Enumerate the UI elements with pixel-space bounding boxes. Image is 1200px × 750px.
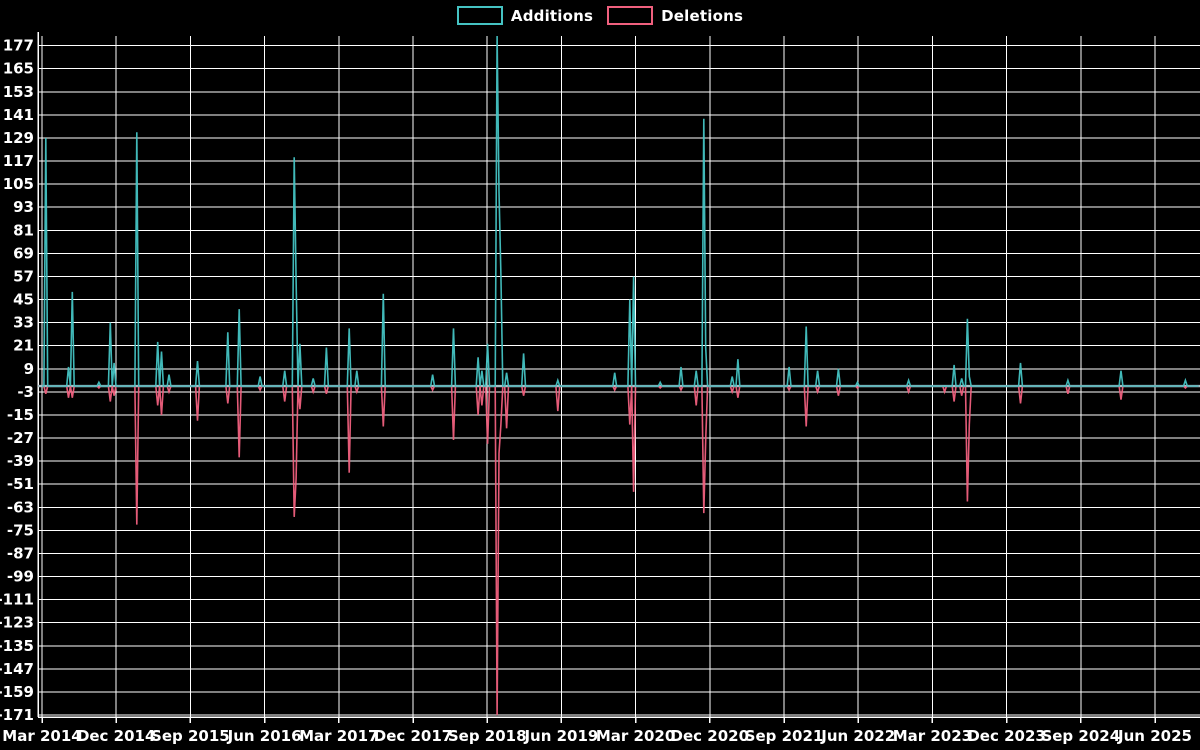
svg-text:165: 165 bbox=[3, 60, 34, 78]
svg-text:Jun 2022: Jun 2022 bbox=[820, 727, 895, 745]
svg-text:Mar 2014: Mar 2014 bbox=[2, 727, 81, 745]
svg-text:-159: -159 bbox=[0, 683, 34, 701]
axes bbox=[37, 32, 1200, 723]
svg-text:Jun 2019: Jun 2019 bbox=[523, 727, 598, 745]
additions-line bbox=[42, 35, 1199, 387]
svg-text:-51: -51 bbox=[7, 475, 34, 493]
gridlines bbox=[38, 36, 1200, 717]
svg-text:21: 21 bbox=[13, 337, 34, 355]
svg-text:153: 153 bbox=[3, 83, 34, 101]
svg-text:-39: -39 bbox=[7, 452, 34, 470]
svg-text:-123: -123 bbox=[0, 614, 34, 632]
svg-text:Sep 2021: Sep 2021 bbox=[745, 727, 824, 745]
svg-text:Dec 2014: Dec 2014 bbox=[77, 727, 156, 745]
svg-text:-63: -63 bbox=[7, 498, 34, 516]
svg-text:Dec 2023: Dec 2023 bbox=[967, 727, 1046, 745]
y-axis-labels: 177 165 153 141 129 117 105 93 81 69 57 45 33 21 9 -3 -1… bbox=[0, 37, 34, 724]
svg-text:-171: -171 bbox=[0, 706, 34, 724]
svg-text:105: 105 bbox=[3, 175, 34, 193]
svg-text:-3: -3 bbox=[17, 383, 34, 401]
svg-text:81: 81 bbox=[13, 221, 34, 239]
svg-text:93: 93 bbox=[13, 198, 34, 216]
svg-text:-135: -135 bbox=[0, 637, 34, 655]
deletions-line bbox=[42, 385, 1199, 716]
svg-text:141: 141 bbox=[3, 106, 34, 124]
deletions-swatch-icon bbox=[607, 6, 654, 25]
svg-text:-15: -15 bbox=[7, 406, 34, 424]
svg-text:Sep 2018: Sep 2018 bbox=[448, 727, 527, 745]
svg-text:-75: -75 bbox=[7, 521, 34, 539]
svg-text:Jun 2016: Jun 2016 bbox=[227, 727, 302, 745]
svg-text:-99: -99 bbox=[7, 568, 34, 586]
svg-text:Sep 2015: Sep 2015 bbox=[151, 727, 230, 745]
svg-text:Dec 2020: Dec 2020 bbox=[671, 727, 750, 745]
svg-text:-87: -87 bbox=[7, 545, 34, 563]
chart-legend: Additions Deletions bbox=[0, 6, 1200, 25]
svg-text:-147: -147 bbox=[0, 660, 34, 678]
svg-text:Jun 2025: Jun 2025 bbox=[1117, 727, 1192, 745]
svg-text:Sep 2024: Sep 2024 bbox=[1041, 727, 1120, 745]
svg-text:129: 129 bbox=[3, 129, 34, 147]
legend-item-deletions: Deletions bbox=[607, 6, 743, 25]
legend-label-additions: Additions bbox=[510, 6, 594, 25]
svg-text:Mar 2017: Mar 2017 bbox=[299, 727, 378, 745]
svg-text:69: 69 bbox=[13, 244, 34, 262]
legend-label-deletions: Deletions bbox=[661, 6, 744, 25]
svg-text:Dec 2017: Dec 2017 bbox=[374, 727, 453, 745]
svg-text:Mar 2023: Mar 2023 bbox=[893, 727, 972, 745]
legend-item-additions: Additions bbox=[456, 6, 594, 25]
svg-text:57: 57 bbox=[13, 268, 34, 286]
svg-text:9: 9 bbox=[24, 360, 34, 378]
svg-text:Mar 2020: Mar 2020 bbox=[596, 727, 675, 745]
svg-text:117: 117 bbox=[3, 152, 34, 170]
svg-text:-111: -111 bbox=[0, 591, 34, 609]
svg-text:45: 45 bbox=[13, 291, 34, 309]
svg-text:-27: -27 bbox=[7, 429, 34, 447]
svg-text:33: 33 bbox=[13, 314, 34, 332]
additions-swatch-icon bbox=[456, 6, 503, 25]
svg-text:177: 177 bbox=[3, 37, 34, 55]
